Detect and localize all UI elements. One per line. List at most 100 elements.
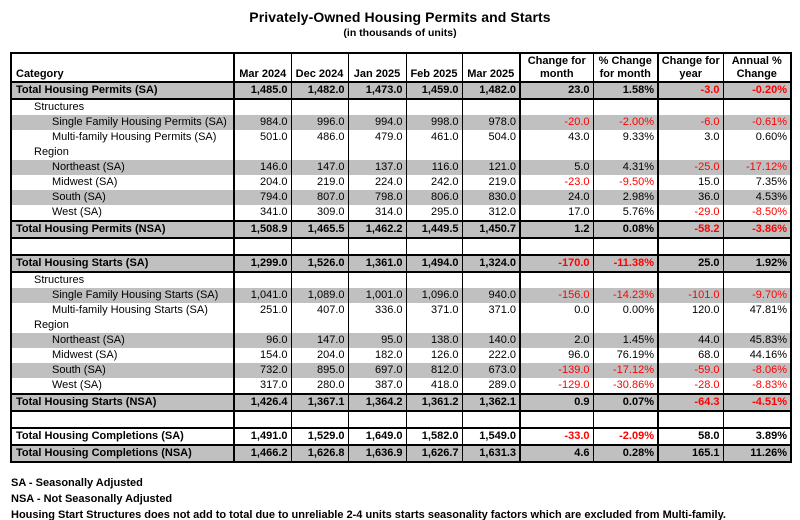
value-cell: 147.0 [290,160,348,175]
value-cell: 371.0 [461,303,520,318]
value-cell: 998.0 [405,115,462,130]
value-cell: -8.06% [722,363,791,378]
value-cell: -129.0 [519,378,593,394]
value-cell [592,99,658,115]
value-cell: 1,041.0 [233,288,291,303]
value-cell [657,145,723,160]
table-row: West (SA) 341.0 309.0 314.0 295.0 312.0 17.0 5.… [11,205,791,221]
category-cell: West (SA) [52,206,102,218]
value-cell: 341.0 [233,205,291,221]
category-cell: Total Housing Starts (SA) [11,254,234,273]
value-cell: 95.0 [347,333,406,348]
value-cell: 1,526.0 [290,254,348,273]
housing-data-table: Category Mar 2024 Dec 2024 Jan 2025 Feb … [10,52,792,463]
column-header-mar-2024: Mar 2024 [233,53,291,83]
value-cell: 1,096.0 [405,288,462,303]
value-cell: 1,299.0 [233,254,291,273]
value-cell: -17.12% [722,160,791,175]
table-row: Region [11,318,791,333]
category-cell: Single Family Housing Permits (SA) [11,115,234,130]
value-cell: 11.26% [722,444,791,463]
value-cell: 996.0 [290,115,348,130]
table-row: Structures [11,272,791,288]
value-cell [461,411,520,428]
value-cell: 4.31% [592,160,658,175]
value-cell: 1,462.2 [347,220,406,239]
table-row: Total Housing Completions (SA) 1,491.0 1,5… [11,427,791,446]
value-cell [233,411,291,428]
value-cell: -8.83% [722,378,791,394]
value-cell: 0.9 [519,393,593,412]
table-row: Multi-family Housing Permits (SA) 501.0 48… [11,130,791,145]
value-cell [592,272,658,288]
value-cell: 418.0 [405,378,462,394]
value-cell: 794.0 [233,190,291,205]
value-cell: 314.0 [347,205,406,221]
value-cell: 1,649.0 [347,427,406,446]
table-row: West (SA) 317.0 280.0 387.0 418.0 289.0 -129.0… [11,378,791,394]
value-cell [233,318,291,333]
value-cell: 17.0 [519,205,593,221]
value-cell [233,238,291,255]
category-cell: Structures [34,101,85,113]
value-cell [405,145,462,160]
value-cell: 371.0 [405,303,462,318]
column-header-annual-pct-change: Annual % Change [722,53,791,83]
value-cell: 1,636.9 [347,444,406,463]
value-cell [592,318,658,333]
value-cell: 798.0 [347,190,406,205]
table-row: Total Housing Completions (NSA) 1,466.2 1,… [11,444,791,463]
value-cell: 204.0 [233,175,291,190]
value-cell [290,145,348,160]
value-cell: 1.58% [592,81,658,100]
value-cell: 1,466.2 [233,444,291,463]
value-cell: 222.0 [461,348,520,363]
value-cell: 1.45% [592,333,658,348]
table-row: South (SA) 794.0 807.0 798.0 806.0 830.0 24.0 2… [11,190,791,205]
value-cell [722,238,791,255]
value-cell: 1,482.0 [461,81,520,100]
value-cell [657,238,723,255]
value-cell [657,272,723,288]
value-cell: -30.86% [592,378,658,394]
value-cell: 1,626.7 [405,444,462,463]
value-cell [722,99,791,115]
value-cell: 1,485.0 [233,81,291,100]
value-cell: 1,626.8 [290,444,348,463]
value-cell [405,272,462,288]
value-cell: 0.28% [592,444,658,463]
table-row: South (SA) 732.0 895.0 697.0 812.0 673.0 -139.… [11,363,791,378]
value-cell [461,145,520,160]
value-cell [519,145,593,160]
value-cell: 0.07% [592,393,658,412]
value-cell: 1,450.7 [461,220,520,239]
column-header-dec-2024: Dec 2024 [290,53,348,83]
value-cell: -17.12% [592,363,658,378]
value-cell: 7.35% [722,175,791,190]
value-cell: 806.0 [405,190,462,205]
value-cell: -20.0 [519,115,593,130]
value-cell: 1,459.0 [405,81,462,100]
value-cell: 251.0 [233,303,291,318]
value-cell: 242.0 [405,175,462,190]
value-cell: 1,361.0 [347,254,406,273]
value-cell [405,411,462,428]
column-header-change-for-month: Change for month [519,53,593,83]
value-cell: 504.0 [461,130,520,145]
value-cell: 219.0 [461,175,520,190]
table-row [11,411,791,428]
table-row: Midwest (SA) 154.0 204.0 182.0 126.0 222.0 96.… [11,348,791,363]
value-cell [519,238,593,255]
value-cell: 154.0 [233,348,291,363]
value-cell: 309.0 [290,205,348,221]
value-cell: 47.81% [722,303,791,318]
category-cell: Region [34,146,69,158]
value-cell [657,318,723,333]
category-cell [11,411,234,428]
category-cell: Total Housing Permits (NSA) [11,220,234,239]
value-cell: -0.20% [722,81,791,100]
table-row [11,238,791,255]
category-cell: Midwest (SA) [52,349,118,361]
value-cell [347,238,406,255]
table-row: Single Family Housing Starts (SA) 1,041.0… [11,288,791,303]
